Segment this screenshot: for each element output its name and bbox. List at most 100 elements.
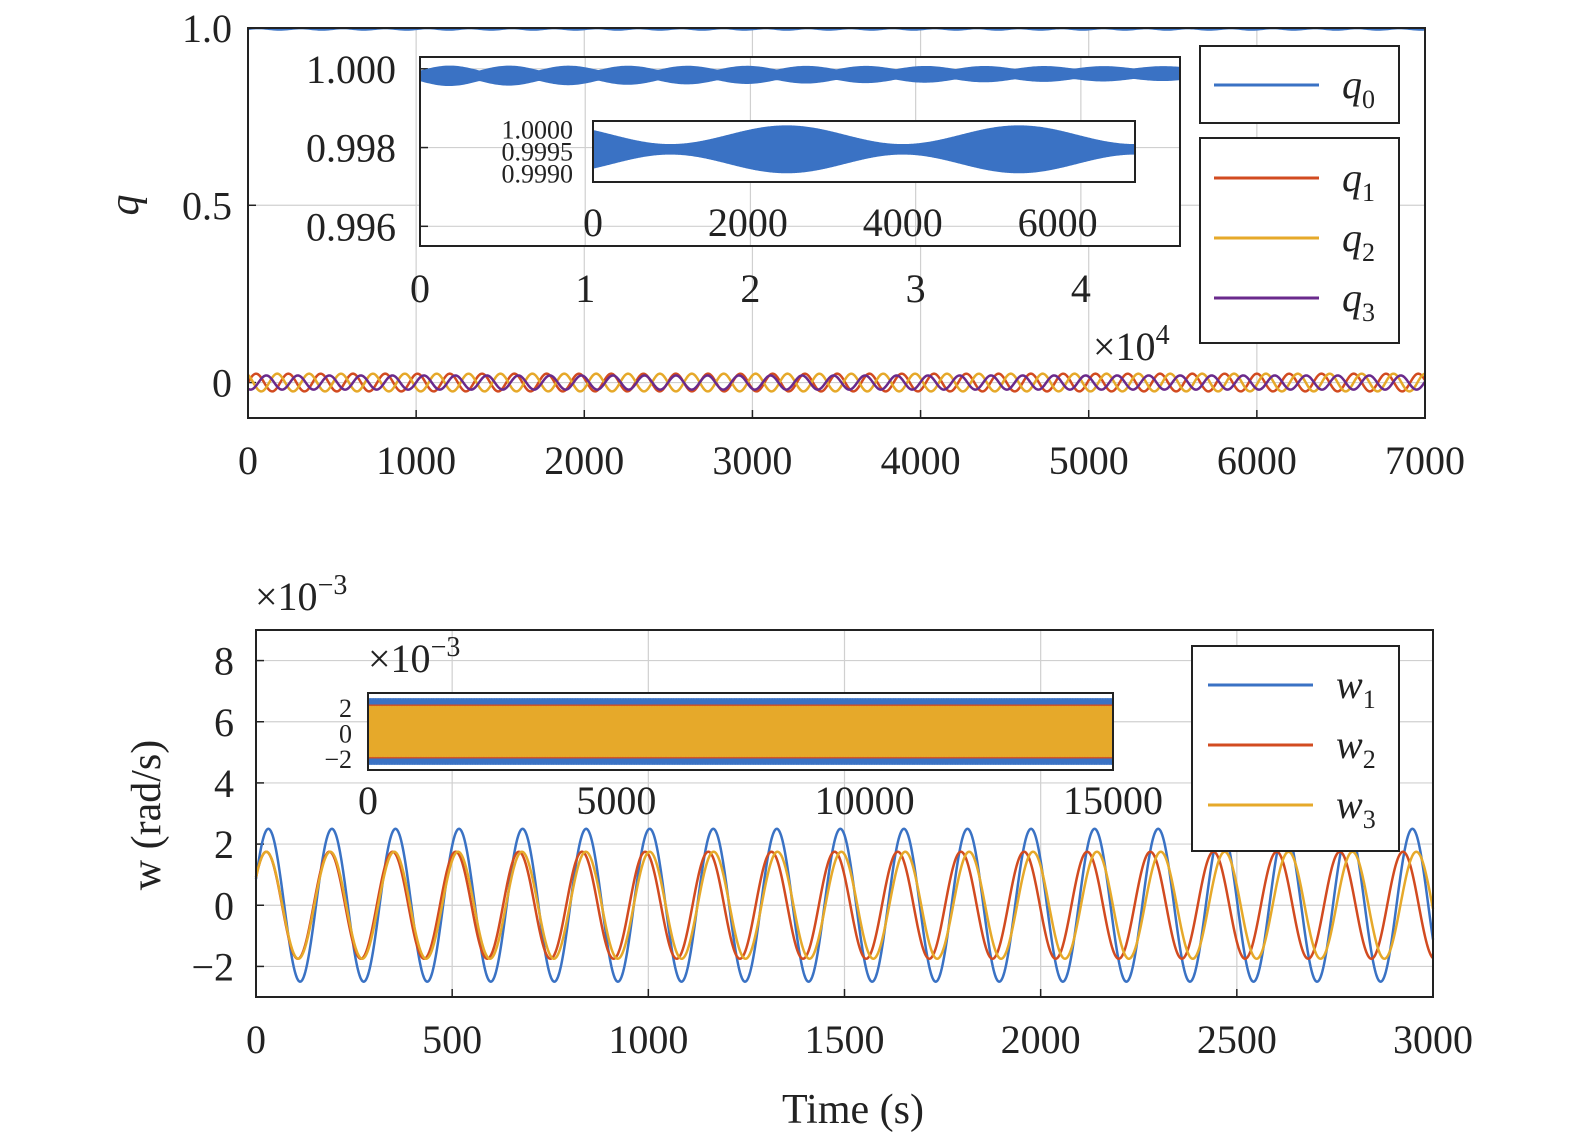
top-inset-x-tick-label: 1 (575, 266, 595, 311)
legend-w3-label-sub: 3 (1363, 805, 1376, 834)
legend-q0-label: q0 (1342, 62, 1375, 114)
top-y-tick-label: 1.0 (182, 6, 232, 51)
legend-q3-label-sub: 3 (1362, 298, 1375, 327)
bottom-series-w3 (254, 850, 1435, 961)
legend-w3-label-base: w (1336, 782, 1363, 827)
bottom-y-tick-label: 8 (214, 639, 234, 684)
top-inset-y-tick-label: 1.000 (306, 47, 396, 92)
legend-w1-label-base: w (1336, 662, 1363, 707)
top-x-tick-label: 5000 (1049, 438, 1129, 483)
legend-q0-label-sub: 0 (1362, 85, 1375, 114)
bottom-x-tick-label: 1000 (608, 1017, 688, 1062)
bottom-x-tick-label: 1500 (805, 1017, 885, 1062)
legend-w3-label: w3 (1336, 782, 1376, 834)
legend-q3-label-base: q (1342, 275, 1362, 320)
top-inset-x-tick-label: 4 (1071, 266, 1091, 311)
top-x-tick-label: 7000 (1385, 438, 1465, 483)
top-y-axis-label: q (102, 195, 148, 216)
top-inset-x-tick-label: 3 (906, 266, 926, 311)
top-inner-inset-series-q0 (592, 125, 1136, 174)
bottom-inset-series-w3 (367, 705, 1114, 758)
top-inner-inset-x-tick-label: 6000 (1018, 200, 1098, 245)
bottom-inset-series-w2 (367, 704, 1114, 759)
bottom-y-tick-label: −2 (191, 944, 234, 989)
top-inner-inset-x-tick-label: 4000 (863, 200, 943, 245)
bottom-inset-y-tick-label: 2 (339, 694, 352, 723)
bottom-inset-y-tick-label: −2 (324, 745, 352, 774)
legend-q2-label-base: q (1342, 215, 1362, 260)
bottom-y-tick-label: 4 (214, 761, 234, 806)
legend-q1-label: q1 (1342, 155, 1375, 207)
legend-q3-label: q3 (1342, 275, 1375, 327)
top-inner-inset-y-tick-label: 0.9995 (502, 138, 574, 167)
top-series-q3 (247, 374, 1427, 391)
bottom-x-tick-label: 3000 (1393, 1017, 1473, 1062)
bottom-inset-y-exponent-base: ×10 (368, 636, 431, 681)
top-x-tick-label: 4000 (881, 438, 961, 483)
bottom-x-tick-label: 0 (246, 1017, 266, 1062)
bottom-y-exponent-power: −3 (318, 570, 348, 601)
bottom-inset-y-exponent: ×10−3 (368, 632, 460, 681)
top-legend-group-1: q0 (1199, 45, 1400, 124)
bottom-inset-x-tick-label: 15000 (1063, 778, 1163, 823)
bottom-series-w2 (254, 850, 1434, 961)
bottom-y-tick-label: 6 (214, 700, 234, 745)
bottom-inset-series-w1 (367, 698, 1114, 765)
bottom-inset-x-tick-label: 5000 (576, 778, 656, 823)
top-inset-x-exponent: ×104 (1093, 320, 1170, 369)
top-inset-x-tick-label: 0 (410, 266, 430, 311)
legend-q1-label-base: q (1342, 155, 1362, 200)
top-legend-box-2 (1199, 137, 1400, 344)
bottom-y-axis-label: w (rad/s) (124, 740, 170, 890)
top-x-tick-label: 1000 (376, 438, 456, 483)
top-inner-inset-frame (592, 120, 1136, 183)
legend-q0-label-base: q (1342, 62, 1362, 107)
top-inset-x-tick-label: 2 (740, 266, 760, 311)
top-inner-inset-x-tick-label: 0 (583, 200, 603, 245)
bottom-y-tick-label: 0 (214, 883, 234, 928)
top-inset: 0 1 2 3 4 1.000 0.998 0.996 ×104 0 2000 4000 6000 1.0… (306, 47, 1181, 369)
bottom-x-tick-label: 500 (422, 1017, 482, 1062)
bottom-x-tick-label: 2500 (1197, 1017, 1277, 1062)
bottom-legend-box (1191, 645, 1400, 852)
top-y-tick-label: 0.5 (182, 183, 232, 228)
bottom-plot-frame (255, 629, 1434, 998)
legend-q2-label-sub: 2 (1362, 238, 1375, 267)
top-inset-frame (419, 56, 1181, 247)
legend-w2-label-sub: 2 (1363, 745, 1376, 774)
bottom-y-exponent-base: ×10 (255, 574, 318, 619)
bottom-x-tick-label: 2000 (1001, 1017, 1081, 1062)
legend-w2-label-base: w (1336, 722, 1363, 767)
bottom-y-tick-label: 2 (214, 822, 234, 867)
bottom-inset-x-tick-label: 0 (358, 778, 378, 823)
top-x-tick-label: 0 (238, 438, 258, 483)
legend-w2-label: w2 (1336, 722, 1376, 774)
top-inner-inset-y-tick-label: 1.0000 (502, 116, 574, 145)
bottom-inset-x-tick-label: 10000 (815, 778, 915, 823)
legend-w1-label-sub: 1 (1363, 685, 1376, 714)
bottom-inset-y-exponent-power: −3 (431, 632, 461, 663)
legend-w1-label: w1 (1336, 662, 1376, 714)
top-inset-y-tick-label: 0.996 (306, 204, 396, 249)
top-plot-frame (247, 27, 1426, 419)
bottom-inset-y-tick-label: 0 (339, 720, 352, 749)
bottom-y-exponent: ×10−3 (255, 570, 347, 619)
top-x-tick-label: 6000 (1217, 438, 1297, 483)
top-y-tick-label: 0 (212, 361, 232, 406)
top-inset-x-exponent-base: ×10 (1093, 324, 1156, 369)
top-inner-inset-x-tick-label: 2000 (708, 200, 788, 245)
bottom-x-axis-label: Time (s) (782, 1087, 924, 1133)
bottom-inset-frame (367, 692, 1114, 771)
bottom-series-w1 (254, 827, 1435, 983)
top-series-q2 (247, 372, 1426, 393)
top-inset-x-exponent-power: 4 (1156, 320, 1170, 351)
legend-q1-label-sub: 1 (1362, 178, 1375, 207)
top-x-tick-label: 3000 (712, 438, 792, 483)
legend-q2-label: q2 (1342, 215, 1375, 267)
